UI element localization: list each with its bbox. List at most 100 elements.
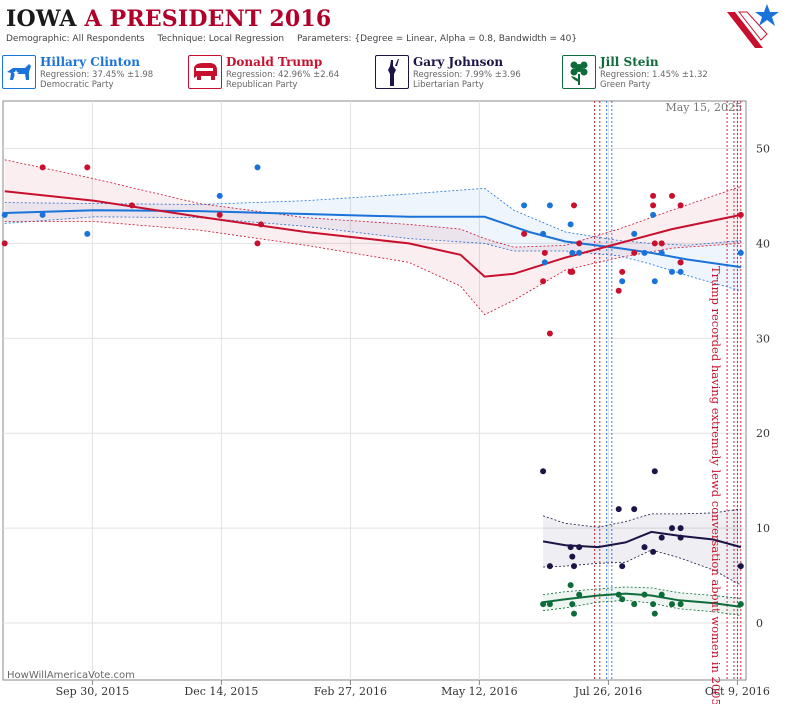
poll-point-donald-trump bbox=[677, 259, 684, 266]
poll-point-hillary-clinton bbox=[619, 278, 626, 285]
poll-point-hillary-clinton bbox=[521, 202, 528, 209]
poll-point-donald-trump bbox=[254, 240, 261, 247]
poll-point-hillary-clinton bbox=[631, 230, 638, 237]
plot-frame bbox=[2, 100, 747, 681]
poll-point-jill-stein bbox=[615, 591, 622, 598]
poll-point-hillary-clinton bbox=[1, 211, 8, 218]
poll-point-gary-johnson bbox=[651, 468, 658, 475]
poll-points bbox=[1, 164, 744, 617]
poll-point-donald-trump bbox=[631, 249, 638, 256]
poll-point-jill-stein bbox=[631, 601, 638, 608]
poll-point-donald-trump bbox=[540, 278, 547, 285]
poll-point-jill-stein bbox=[669, 601, 675, 608]
candidate-regression: Regression: 42.96% ±2.64 bbox=[226, 70, 340, 80]
x-tick-label: Dec 14, 2015 bbox=[184, 685, 258, 698]
poll-point-gary-johnson bbox=[677, 534, 684, 541]
poll-point-hillary-clinton bbox=[737, 249, 744, 256]
poll-point-hillary-clinton bbox=[651, 278, 658, 285]
donkey-icon bbox=[2, 55, 36, 89]
poll-point-hillary-clinton bbox=[567, 221, 574, 228]
poll-point-donald-trump bbox=[677, 202, 684, 209]
poll-point-donald-trump bbox=[651, 240, 658, 247]
poll-point-donald-trump bbox=[521, 230, 528, 237]
poll-point-hillary-clinton bbox=[650, 211, 657, 218]
candidate-party: Republican Party bbox=[226, 80, 298, 90]
poll-point-donald-trump bbox=[129, 202, 135, 209]
poll-point-gary-johnson bbox=[641, 544, 648, 551]
poll-point-jill-stein bbox=[576, 591, 583, 598]
poll-point-donald-trump bbox=[546, 330, 553, 337]
poll-point-hillary-clinton bbox=[576, 249, 583, 256]
parameters-label: Parameters: {Degree = Linear, Alpha = 0.… bbox=[297, 34, 578, 44]
candidate-name: Gary Johnson bbox=[413, 55, 504, 69]
poll-point-gary-johnson bbox=[631, 506, 638, 513]
poll-point-gary-johnson bbox=[569, 553, 576, 560]
poll-point-hillary-clinton bbox=[569, 249, 576, 256]
poll-point-hillary-clinton bbox=[669, 268, 675, 275]
legend-item-trump[interactable]: Donald Trump Regression: 42.96% ±2.64 Re… bbox=[186, 53, 371, 91]
elephant-icon bbox=[188, 55, 222, 89]
legend-item-clinton[interactable]: Hillary Clinton Regression: 37.45% ±1.98… bbox=[0, 53, 185, 91]
poll-point-gary-johnson bbox=[576, 544, 583, 551]
poll-point-donald-trump bbox=[1, 240, 8, 247]
candidate-party: Democratic Party bbox=[40, 80, 114, 90]
poll-point-hillary-clinton bbox=[658, 249, 665, 256]
flower-icon bbox=[562, 55, 596, 89]
candidate-regression: Regression: 1.45% ±1.32 bbox=[600, 70, 708, 80]
poll-point-donald-trump bbox=[650, 202, 657, 209]
watermark: HowWillAmericaVote.com bbox=[7, 670, 135, 681]
poll-point-jill-stein bbox=[567, 582, 574, 589]
regression-line-hillary-clinton bbox=[4, 209, 741, 269]
band-hillary-clinton bbox=[4, 188, 741, 291]
site-logo-icon[interactable] bbox=[725, 2, 781, 52]
poll-point-donald-trump bbox=[216, 211, 223, 218]
candidate-name: Hillary Clinton bbox=[40, 55, 140, 69]
band-lower-hillary-clinton bbox=[4, 216, 741, 292]
poll-point-hillary-clinton bbox=[546, 202, 553, 209]
band-lower-gary-johnson bbox=[543, 549, 741, 586]
poll-point-hillary-clinton bbox=[541, 259, 548, 266]
legend-item-johnson[interactable]: Gary Johnson Regression: 7.99% ±3.96 Lib… bbox=[373, 53, 558, 91]
poll-point-gary-johnson bbox=[677, 525, 684, 532]
y-tick-label: 10 bbox=[756, 522, 770, 535]
regression-line-donald-trump bbox=[4, 190, 742, 278]
poll-point-jill-stein bbox=[569, 601, 576, 608]
poll-point-donald-trump bbox=[658, 240, 665, 247]
poll-point-donald-trump bbox=[737, 211, 744, 218]
grid bbox=[2, 100, 747, 681]
poll-point-hillary-clinton bbox=[540, 230, 547, 237]
x-tick-label: Jul 26, 2016 bbox=[574, 685, 643, 698]
poll-point-donald-trump bbox=[84, 164, 91, 171]
poll-point-jill-stein bbox=[619, 596, 626, 603]
poll-point-donald-trump bbox=[619, 268, 626, 275]
demographic-label: Demographic: All Respondents bbox=[6, 34, 145, 44]
poll-point-gary-johnson bbox=[546, 563, 553, 570]
regression-line-jill-stein bbox=[542, 592, 741, 608]
x-tick-label: Sep 30, 2015 bbox=[56, 685, 130, 698]
poll-point-hillary-clinton bbox=[641, 249, 648, 256]
event-lines bbox=[594, 101, 742, 680]
poll-point-hillary-clinton bbox=[216, 192, 223, 199]
event-annotation: Trump recorded having extremely lewd con… bbox=[709, 266, 723, 704]
candidate-name: Donald Trump bbox=[226, 55, 323, 69]
parameters-line: Demographic: All Respondents Technique: … bbox=[6, 34, 587, 44]
poll-point-gary-johnson bbox=[571, 563, 577, 570]
poll-point-jill-stein bbox=[677, 601, 684, 608]
title-state: IOWA bbox=[6, 6, 77, 32]
poll-chart: 0 10 20 30 40 50 Sep 30, 2015 Dec 14, 2015 Feb 2… bbox=[1, 100, 770, 704]
poll-point-jill-stein bbox=[540, 601, 547, 608]
legend-item-stein[interactable]: Jill Stein Regression: 1.45% ±1.32 Green… bbox=[560, 53, 745, 91]
poll-point-jill-stein bbox=[641, 591, 648, 598]
candidate-party: Green Party bbox=[600, 80, 651, 90]
poll-point-jill-stein bbox=[650, 601, 657, 608]
poll-point-jill-stein bbox=[658, 591, 665, 598]
poll-point-hillary-clinton bbox=[677, 268, 684, 275]
candidate-name: Jill Stein bbox=[600, 55, 659, 69]
band-upper-gary-johnson bbox=[542, 508, 741, 528]
y-tick-label: 0 bbox=[756, 617, 763, 630]
date-label: May 15, 2025 bbox=[665, 101, 742, 114]
band-lower-jill-stein bbox=[543, 599, 741, 616]
poll-point-donald-trump bbox=[650, 192, 657, 199]
candidate-legend: Hillary Clinton Regression: 37.45% ±1.98… bbox=[0, 53, 789, 93]
poll-point-jill-stein bbox=[651, 610, 658, 617]
